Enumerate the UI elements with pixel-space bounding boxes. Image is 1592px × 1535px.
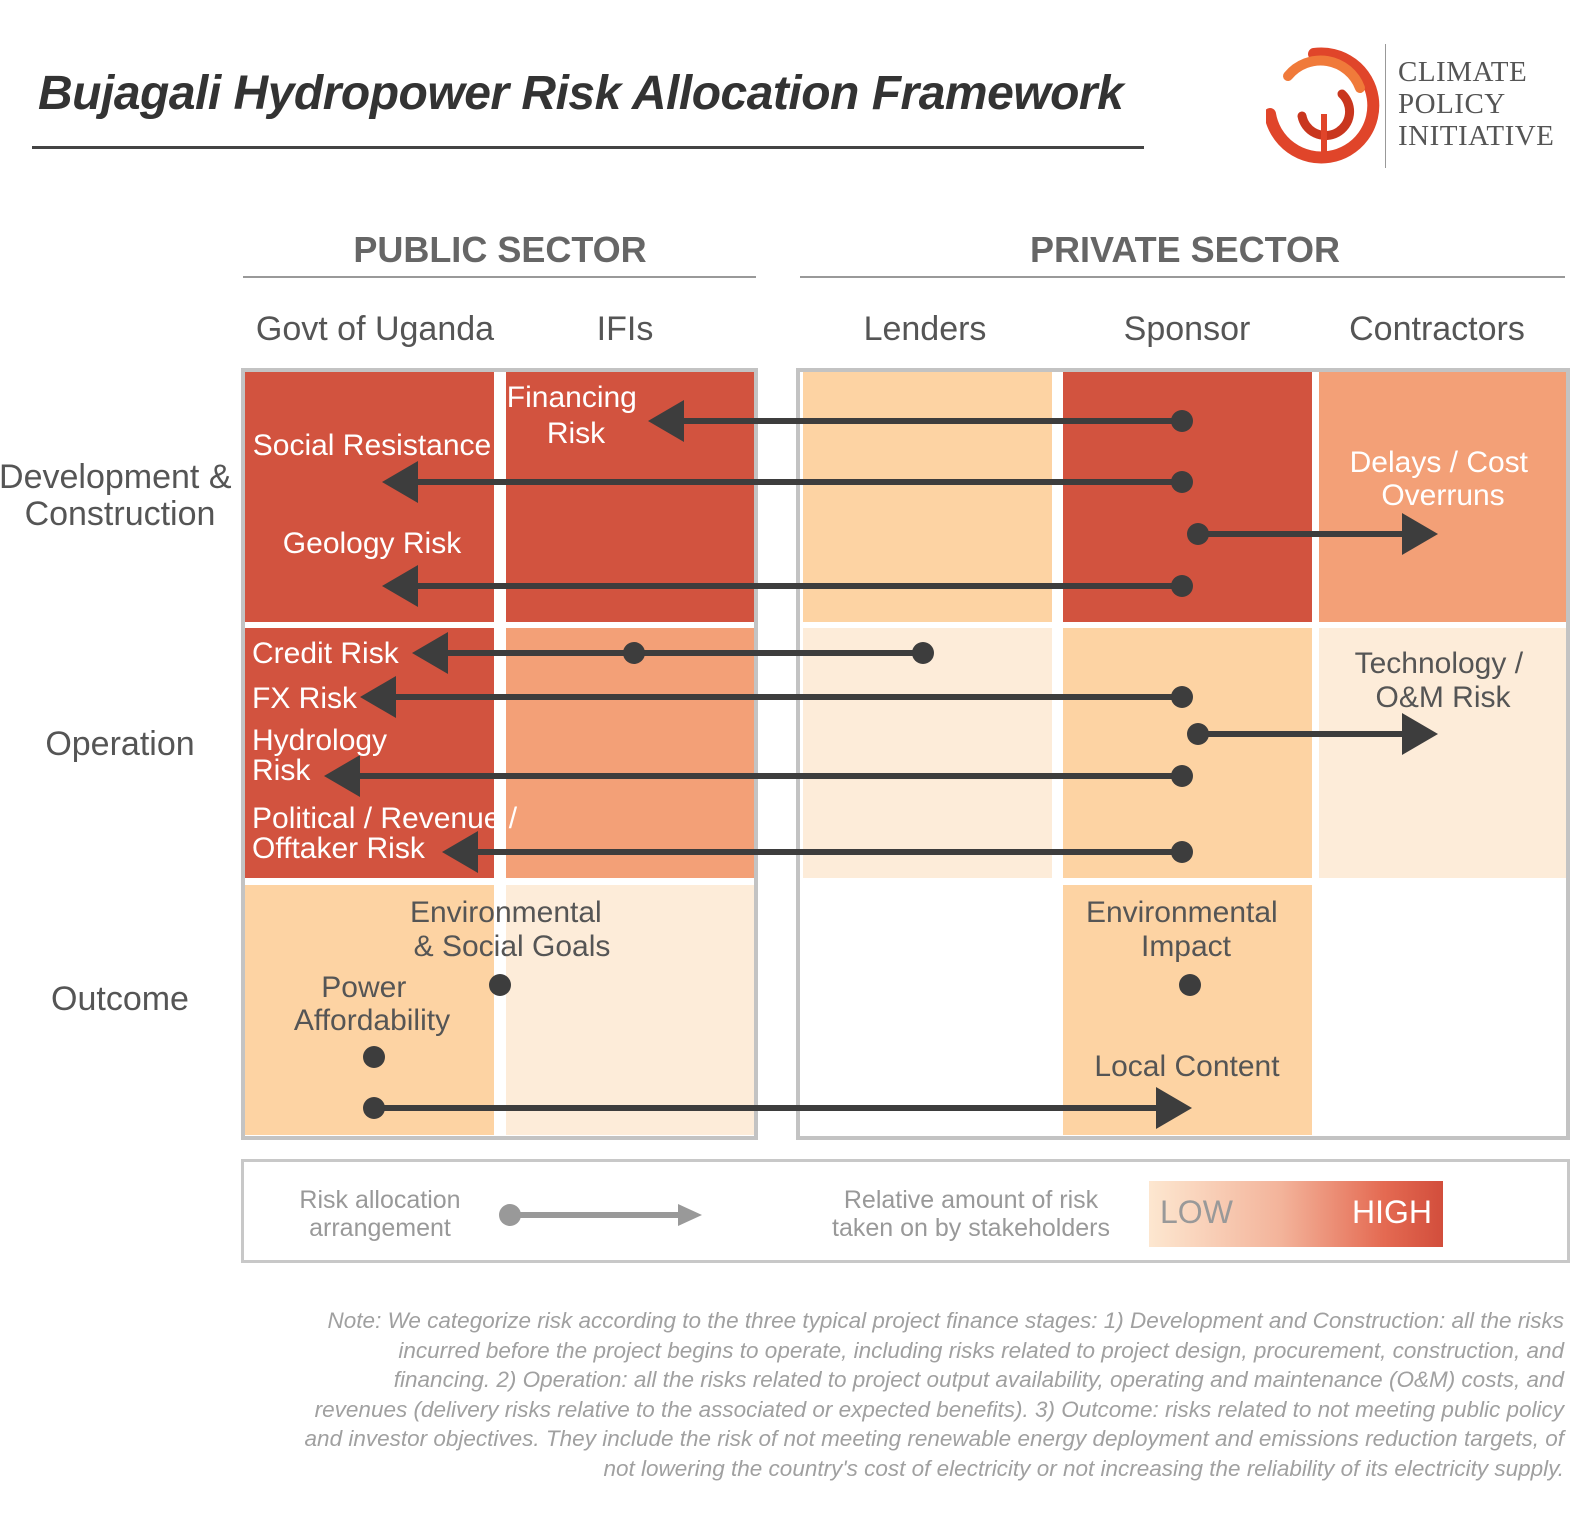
page-title: Bujagali Hydropower Risk Allocation Fram…: [38, 67, 1124, 120]
social-resistance-label: Social Resistance: [253, 429, 491, 462]
cell-outcome-ifis: [506, 885, 755, 1135]
political-risk-arrow-origin: [1171, 841, 1193, 863]
env-social-goals-label-line1: Environmental: [410, 896, 602, 929]
public-sector-border: [241, 368, 758, 1140]
column-header-govt: Govt of Uganda: [256, 310, 494, 348]
credit-risk-label: Credit Risk: [252, 637, 400, 670]
geology-risk-label: Geology Risk: [283, 527, 462, 560]
env-social-goals-dot: [489, 974, 511, 996]
political-risk-label-line2: Offtaker Risk: [252, 832, 426, 865]
row-label-operation: Operation: [45, 725, 194, 763]
env-impact-label-line1: Environmental: [1086, 896, 1278, 929]
credit-risk-arrow-origin: [912, 642, 934, 664]
power-affordability-label: Power Affordability: [294, 971, 450, 1037]
legend-high-label: HIGH: [1352, 1194, 1432, 1230]
column-header-lenders: Lenders: [864, 310, 987, 348]
delays-cost-arrow-origin: [1187, 523, 1209, 545]
delays-cost-label-line1: Delays / Cost: [1350, 446, 1529, 479]
legend-arrow-icon: [499, 1204, 702, 1226]
financing-risk-label: Financing Risk: [507, 381, 645, 450]
env-social-goals-label: Environmental & Social Goals: [410, 896, 610, 963]
column-header-ifis: IFIs: [597, 310, 654, 348]
local-content-label: Local Content: [1094, 1050, 1280, 1083]
cell-operation-lenders: [803, 628, 1052, 878]
legend-low-label: LOW: [1160, 1194, 1233, 1230]
financing-risk-label-line2: Risk: [547, 417, 606, 450]
env-social-goals-label-line2: & Social Goals: [414, 930, 611, 963]
cell-operation-sponsor: [1063, 628, 1312, 878]
technology-risk-arrow-origin: [1187, 723, 1209, 745]
row-label-development: Development & Construction: [0, 458, 241, 533]
cell-outcome-lenders: [803, 885, 1052, 1135]
cell-development-contractors: [1319, 372, 1568, 622]
cell-development-ifis: [506, 372, 755, 622]
political-risk-label: Political / Revenue / Offtaker Risk: [252, 802, 525, 865]
legend-gradient-bar: [1149, 1181, 1443, 1247]
public-sector-header: PUBLIC SECTOR: [353, 229, 646, 270]
power-affordability-dot: [363, 1046, 385, 1068]
fx-risk-label: FX Risk: [252, 682, 358, 715]
cpi-swirl-logo-icon: [1266, 47, 1380, 164]
delays-cost-label-line2: Overruns: [1381, 479, 1504, 512]
local-content-arrow-origin: [363, 1097, 385, 1119]
logo-text-line2: POLICY: [1398, 88, 1506, 120]
credit-risk-arrow-midpoint: [623, 642, 645, 664]
financing-risk-label-line1: Financing: [507, 381, 637, 414]
risk-allocation-diagram: PUBLIC SECTOR PRIVATE SECTOR Govt of Uga…: [0, 229, 1570, 1140]
delays-cost-label: Delays / Cost Overruns: [1350, 446, 1537, 512]
column-header-sponsor: Sponsor: [1124, 310, 1251, 348]
column-header-contractors: Contractors: [1349, 310, 1525, 348]
env-impact-label: Environmental Impact: [1086, 896, 1286, 963]
geology-risk-arrow-origin: [1171, 575, 1193, 597]
logo-divider: [1385, 44, 1386, 168]
cell-operation-ifis: [506, 628, 755, 878]
power-affordability-label-line1: Power: [321, 971, 406, 1004]
row-label-development-line2: Construction: [25, 495, 216, 533]
cell-development-govt: [245, 372, 494, 622]
logo-text-line3: INITIATIVE: [1398, 120, 1555, 152]
cell-development-lenders: [803, 372, 1052, 622]
financing-risk-arrow-origin: [1171, 410, 1193, 432]
private-sector-header: PRIVATE SECTOR: [1030, 229, 1340, 270]
political-risk-label-line1: Political / Revenue /: [252, 802, 518, 835]
power-affordability-label-line2: Affordability: [294, 1004, 450, 1037]
technology-risk-label: Technology / O&M Risk: [1355, 647, 1532, 714]
legend-box: [241, 1159, 1570, 1263]
technology-risk-label-line1: Technology /: [1355, 647, 1524, 680]
row-label-outcome: Outcome: [51, 980, 189, 1018]
social-resistance-arrow-origin: [1171, 471, 1193, 493]
hydrology-risk-label-line2: Risk: [252, 754, 311, 787]
row-label-development-line1: Development &: [0, 458, 232, 496]
allocation-arrows: [324, 400, 1438, 1129]
hydrology-risk-label-line1: Hydrology: [252, 724, 387, 757]
logo-text-line1: CLIMATE: [1398, 56, 1528, 88]
hydrology-risk-arrow-origin: [1171, 765, 1193, 787]
footnote: Note: We categorize risk according to th…: [304, 1308, 1564, 1481]
env-impact-dot: [1179, 974, 1201, 996]
technology-risk-label-line2: O&M Risk: [1376, 681, 1512, 714]
fx-risk-arrow-origin: [1171, 686, 1193, 708]
cell-operation-contractors: [1319, 628, 1568, 878]
legend-arrangement-label: Risk allocation arrangement: [299, 1186, 461, 1242]
cell-outcome-contractors: [1319, 885, 1568, 1135]
cell-outcome-govt: [245, 885, 494, 1135]
private-sector-border: [796, 368, 1570, 1140]
env-impact-label-line2: Impact: [1141, 930, 1232, 963]
title-underline: [32, 146, 1144, 149]
legend-relative-label: Relative amount of risk taken on by stak…: [832, 1186, 1110, 1242]
hydrology-risk-label: Hydrology Risk: [252, 724, 395, 787]
